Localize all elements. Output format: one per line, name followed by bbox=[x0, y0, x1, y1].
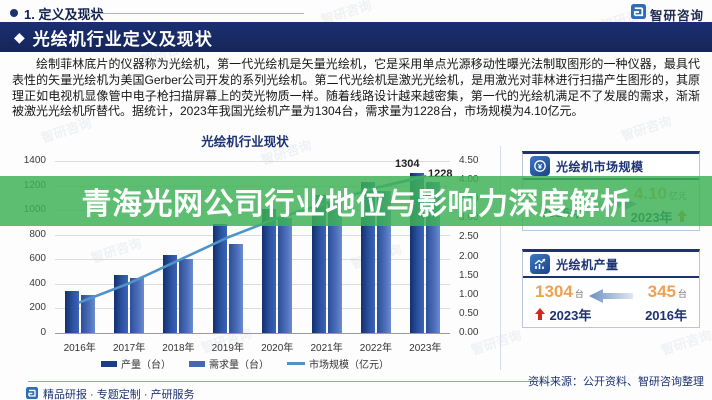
legend-swatch-icon bbox=[101, 360, 117, 367]
bar-production-2018年 bbox=[163, 255, 178, 333]
brand-logo-icon bbox=[26, 386, 38, 400]
y2-axis-label: 1.50 bbox=[459, 269, 479, 281]
section-title: 光绘机行业定义及现状 bbox=[32, 29, 213, 49]
production-card: 光绘机产量 1304 台 2023年 345 台 2016年 bbox=[522, 249, 700, 328]
bar-demand-2019年 bbox=[228, 244, 243, 333]
production-new-value: 1304 bbox=[535, 282, 573, 301]
production-card-body: 1304 台 2023年 345 台 2016年 bbox=[523, 278, 699, 326]
watermark: 智研咨询 bbox=[199, 325, 254, 356]
brand-logo-icon bbox=[630, 4, 646, 24]
watermark: 智研咨询 bbox=[89, 235, 144, 266]
watermark: 智研咨询 bbox=[659, 327, 712, 358]
gridline bbox=[55, 283, 450, 285]
production-current-block: 1304 台 2023年 bbox=[535, 282, 591, 325]
y-axis-label: 1400 bbox=[23, 155, 46, 166]
gridline bbox=[55, 234, 450, 236]
divider-line bbox=[86, 13, 304, 14]
trend-chart-icon bbox=[530, 254, 550, 274]
bar-production-2016年 bbox=[64, 290, 79, 333]
bar-production-2020年 bbox=[262, 208, 277, 333]
legend-swatch-icon bbox=[189, 360, 205, 367]
body-paragraph: 绘制菲林底片的仪器称为光绘机，第一代光绘机是矢量光绘机，它是采用单点光源移动性曝… bbox=[12, 57, 700, 119]
footer-divider bbox=[28, 381, 548, 382]
chart-title: 光绘机行业现状 bbox=[201, 135, 289, 149]
watermark: 智研咨询 bbox=[469, 327, 524, 358]
legend-item: 市场规模（亿元） bbox=[287, 356, 389, 371]
y2-axis-label: 0.50 bbox=[459, 307, 479, 319]
y-axis-label: 800 bbox=[29, 228, 46, 240]
x-axis-label: 2021年 bbox=[310, 343, 343, 354]
market-size-card-title: 光绘机市场规模 bbox=[556, 159, 644, 174]
legend-item: 产量（台） bbox=[101, 356, 171, 371]
gridline bbox=[55, 308, 450, 310]
gridline bbox=[55, 333, 450, 334]
production-card-title: 光绘机产量 bbox=[556, 257, 619, 272]
overlay-banner: 青海光网公司行业地位与影响力深度解析 bbox=[0, 176, 712, 226]
section-header: ◆ 光绘机行业定义及现状 bbox=[0, 22, 712, 52]
y-axis-label: 200 bbox=[29, 302, 46, 314]
x-axis-label: 2022年 bbox=[359, 343, 393, 354]
coin-icon: ¥ bbox=[530, 156, 550, 176]
legend-swatch-icon bbox=[287, 362, 305, 365]
brand-name: 智研咨询 bbox=[649, 8, 704, 23]
bar-demand-2016年 bbox=[80, 295, 95, 333]
up-arrow-icon bbox=[535, 307, 545, 324]
y-axis-label: 0 bbox=[40, 327, 46, 338]
bar-production-2017年 bbox=[114, 275, 129, 333]
y2-axis-label: 2.00 bbox=[459, 250, 479, 262]
x-axis-label: 2017年 bbox=[112, 343, 146, 354]
watermark: 智研咨询 bbox=[349, 241, 404, 272]
x-axis-label: 2020年 bbox=[261, 343, 294, 354]
production-card-header: 光绘机产量 bbox=[523, 252, 699, 278]
production-value-label: 1304 bbox=[395, 157, 420, 170]
y2-axis-label: 1.00 bbox=[459, 288, 479, 300]
production-new-unit: 台 bbox=[574, 289, 584, 299]
x-axis-label: 2019年 bbox=[211, 343, 244, 354]
production-old-unit: 台 bbox=[677, 289, 687, 299]
production-old-value: 345 bbox=[647, 282, 676, 301]
brand: 智研咨询 bbox=[630, 4, 704, 24]
breadcrumb: 1. 定义及现状 bbox=[24, 7, 104, 22]
y2-axis-label: 2.50 bbox=[459, 231, 479, 243]
bar-demand-2018年 bbox=[179, 259, 194, 333]
gridline bbox=[55, 161, 450, 162]
y-axis-label: 600 bbox=[29, 253, 46, 265]
vertical-divider bbox=[500, 146, 501, 370]
legend-label: 需求量（台） bbox=[209, 360, 269, 371]
production-old-year: 2016年 bbox=[645, 308, 687, 323]
y-axis-label: 400 bbox=[29, 277, 46, 289]
diamond-icon: ◆ bbox=[14, 28, 25, 45]
legend-label: 产量（台） bbox=[121, 360, 171, 371]
production-old-block: 345 台 2016年 bbox=[645, 282, 687, 325]
bar-production-2019年 bbox=[212, 223, 227, 333]
bar-demand-2020年 bbox=[278, 217, 293, 333]
y2-axis-label: 4.50 bbox=[459, 155, 479, 166]
overlay-banner-text: 青海光网公司行业地位与影响力深度解析 bbox=[81, 188, 631, 221]
chart-legend: 产量（台） 需求量（台） 市场规模（亿元） bbox=[0, 356, 490, 371]
x-axis-label: 2018年 bbox=[162, 343, 195, 354]
svg-text:¥: ¥ bbox=[538, 162, 543, 171]
footer-tagline: 精品研报 · 专题定制 · 产研服务 bbox=[26, 386, 195, 400]
production-new-year: 2023年 bbox=[549, 308, 592, 323]
arrow-left-icon bbox=[589, 288, 633, 309]
footer-tagline-text: 精品研报 · 专题定制 · 产研服务 bbox=[43, 389, 195, 400]
x-axis-label: 2023年 bbox=[409, 343, 442, 354]
data-source: 资料来源：公开资料、智研咨询整理 bbox=[528, 376, 704, 388]
legend-item: 需求量（台） bbox=[189, 356, 269, 371]
bullet-icon bbox=[10, 9, 18, 17]
x-axis-label: 2016年 bbox=[63, 343, 96, 354]
y2-axis-label: 0.00 bbox=[459, 327, 479, 338]
gridline bbox=[55, 259, 450, 261]
legend-label: 市场规模（亿元） bbox=[309, 360, 389, 371]
bar-demand-2017年 bbox=[130, 278, 145, 333]
